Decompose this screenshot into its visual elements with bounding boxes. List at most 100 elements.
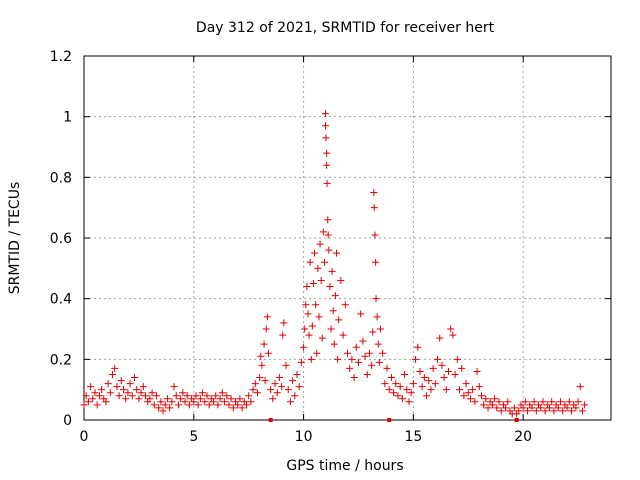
data-point xyxy=(477,392,485,400)
data-point xyxy=(491,395,499,403)
data-point xyxy=(256,374,264,382)
data-point xyxy=(445,367,453,375)
data-point xyxy=(137,389,145,397)
data-point xyxy=(309,280,317,287)
data-point xyxy=(131,374,139,382)
data-point xyxy=(502,404,510,412)
data-point xyxy=(548,398,556,406)
x-tick-label: 15 xyxy=(404,429,422,445)
data-point xyxy=(567,407,575,415)
data-point xyxy=(312,301,320,309)
data-point xyxy=(369,328,377,336)
data-point xyxy=(205,401,213,409)
data-point xyxy=(412,355,420,363)
data-point xyxy=(493,404,501,412)
data-point xyxy=(257,352,265,360)
data-point xyxy=(515,407,523,415)
data-point xyxy=(297,358,305,366)
data-point xyxy=(495,398,503,406)
data-point xyxy=(325,246,333,254)
data-point xyxy=(524,407,532,415)
axis-marker xyxy=(268,418,273,422)
data-point xyxy=(385,386,393,394)
data-point xyxy=(316,240,324,248)
data-point xyxy=(229,404,237,412)
data-point xyxy=(370,204,378,212)
data-point xyxy=(311,249,319,257)
data-point xyxy=(416,367,424,375)
data-point xyxy=(539,398,547,406)
x-tick-label: 5 xyxy=(189,429,198,445)
data-point xyxy=(159,407,167,415)
x-tick-labels: 0 5 10 15 20 xyxy=(80,429,533,445)
data-point xyxy=(530,398,538,406)
data-point xyxy=(315,313,323,321)
data-point xyxy=(333,249,341,257)
data-point xyxy=(438,361,446,369)
data-point xyxy=(260,340,268,348)
data-point xyxy=(150,401,158,409)
data-point xyxy=(172,392,180,400)
data-point xyxy=(334,355,342,363)
data-point xyxy=(574,398,582,406)
y-tick-label: 0.4 xyxy=(50,292,72,308)
grid-lines xyxy=(84,56,611,420)
data-point xyxy=(379,349,387,357)
data-point xyxy=(308,322,316,330)
data-point xyxy=(376,325,384,333)
data-point xyxy=(183,392,191,400)
data-point xyxy=(331,292,339,300)
data-point xyxy=(190,398,198,406)
data-point xyxy=(179,389,187,397)
data-point xyxy=(124,389,132,397)
data-point xyxy=(199,389,207,397)
data-point xyxy=(305,331,313,339)
data-point xyxy=(113,383,121,391)
data-point xyxy=(196,395,204,403)
data-point xyxy=(306,258,314,266)
data-point xyxy=(375,358,383,366)
data-points xyxy=(80,110,589,418)
data-point xyxy=(163,395,171,403)
y-tick-label: 1.2 xyxy=(50,49,72,65)
data-point xyxy=(554,404,562,412)
data-point xyxy=(80,401,88,409)
data-point xyxy=(359,337,367,345)
data-point xyxy=(550,407,558,415)
data-point xyxy=(141,392,149,400)
data-point xyxy=(135,395,143,403)
data-point xyxy=(291,392,299,400)
y-tick-label: 0.8 xyxy=(50,170,72,186)
data-point xyxy=(372,258,380,266)
data-point xyxy=(365,349,373,357)
y-tick-label: 0.6 xyxy=(50,231,72,247)
data-point xyxy=(214,401,222,409)
data-point xyxy=(372,295,380,303)
data-point xyxy=(313,349,321,357)
data-point xyxy=(434,355,442,363)
data-point xyxy=(278,383,286,391)
data-point xyxy=(181,398,189,406)
data-point xyxy=(352,343,360,351)
data-point xyxy=(409,380,417,388)
data-point xyxy=(177,395,185,403)
data-point xyxy=(282,361,290,369)
data-point xyxy=(431,380,439,388)
data-point xyxy=(253,389,261,397)
data-point xyxy=(475,383,483,391)
data-point xyxy=(425,377,433,385)
data-point xyxy=(350,374,358,382)
data-point xyxy=(521,398,529,406)
axis-marker xyxy=(387,418,392,422)
data-point xyxy=(473,367,481,375)
data-point xyxy=(264,349,272,357)
data-point xyxy=(442,386,450,394)
data-point xyxy=(563,404,571,412)
data-point xyxy=(532,407,540,415)
data-point xyxy=(556,398,564,406)
data-point xyxy=(249,386,257,394)
data-point xyxy=(337,276,345,284)
data-point xyxy=(279,331,287,339)
data-point xyxy=(117,377,125,385)
data-point xyxy=(212,392,220,400)
